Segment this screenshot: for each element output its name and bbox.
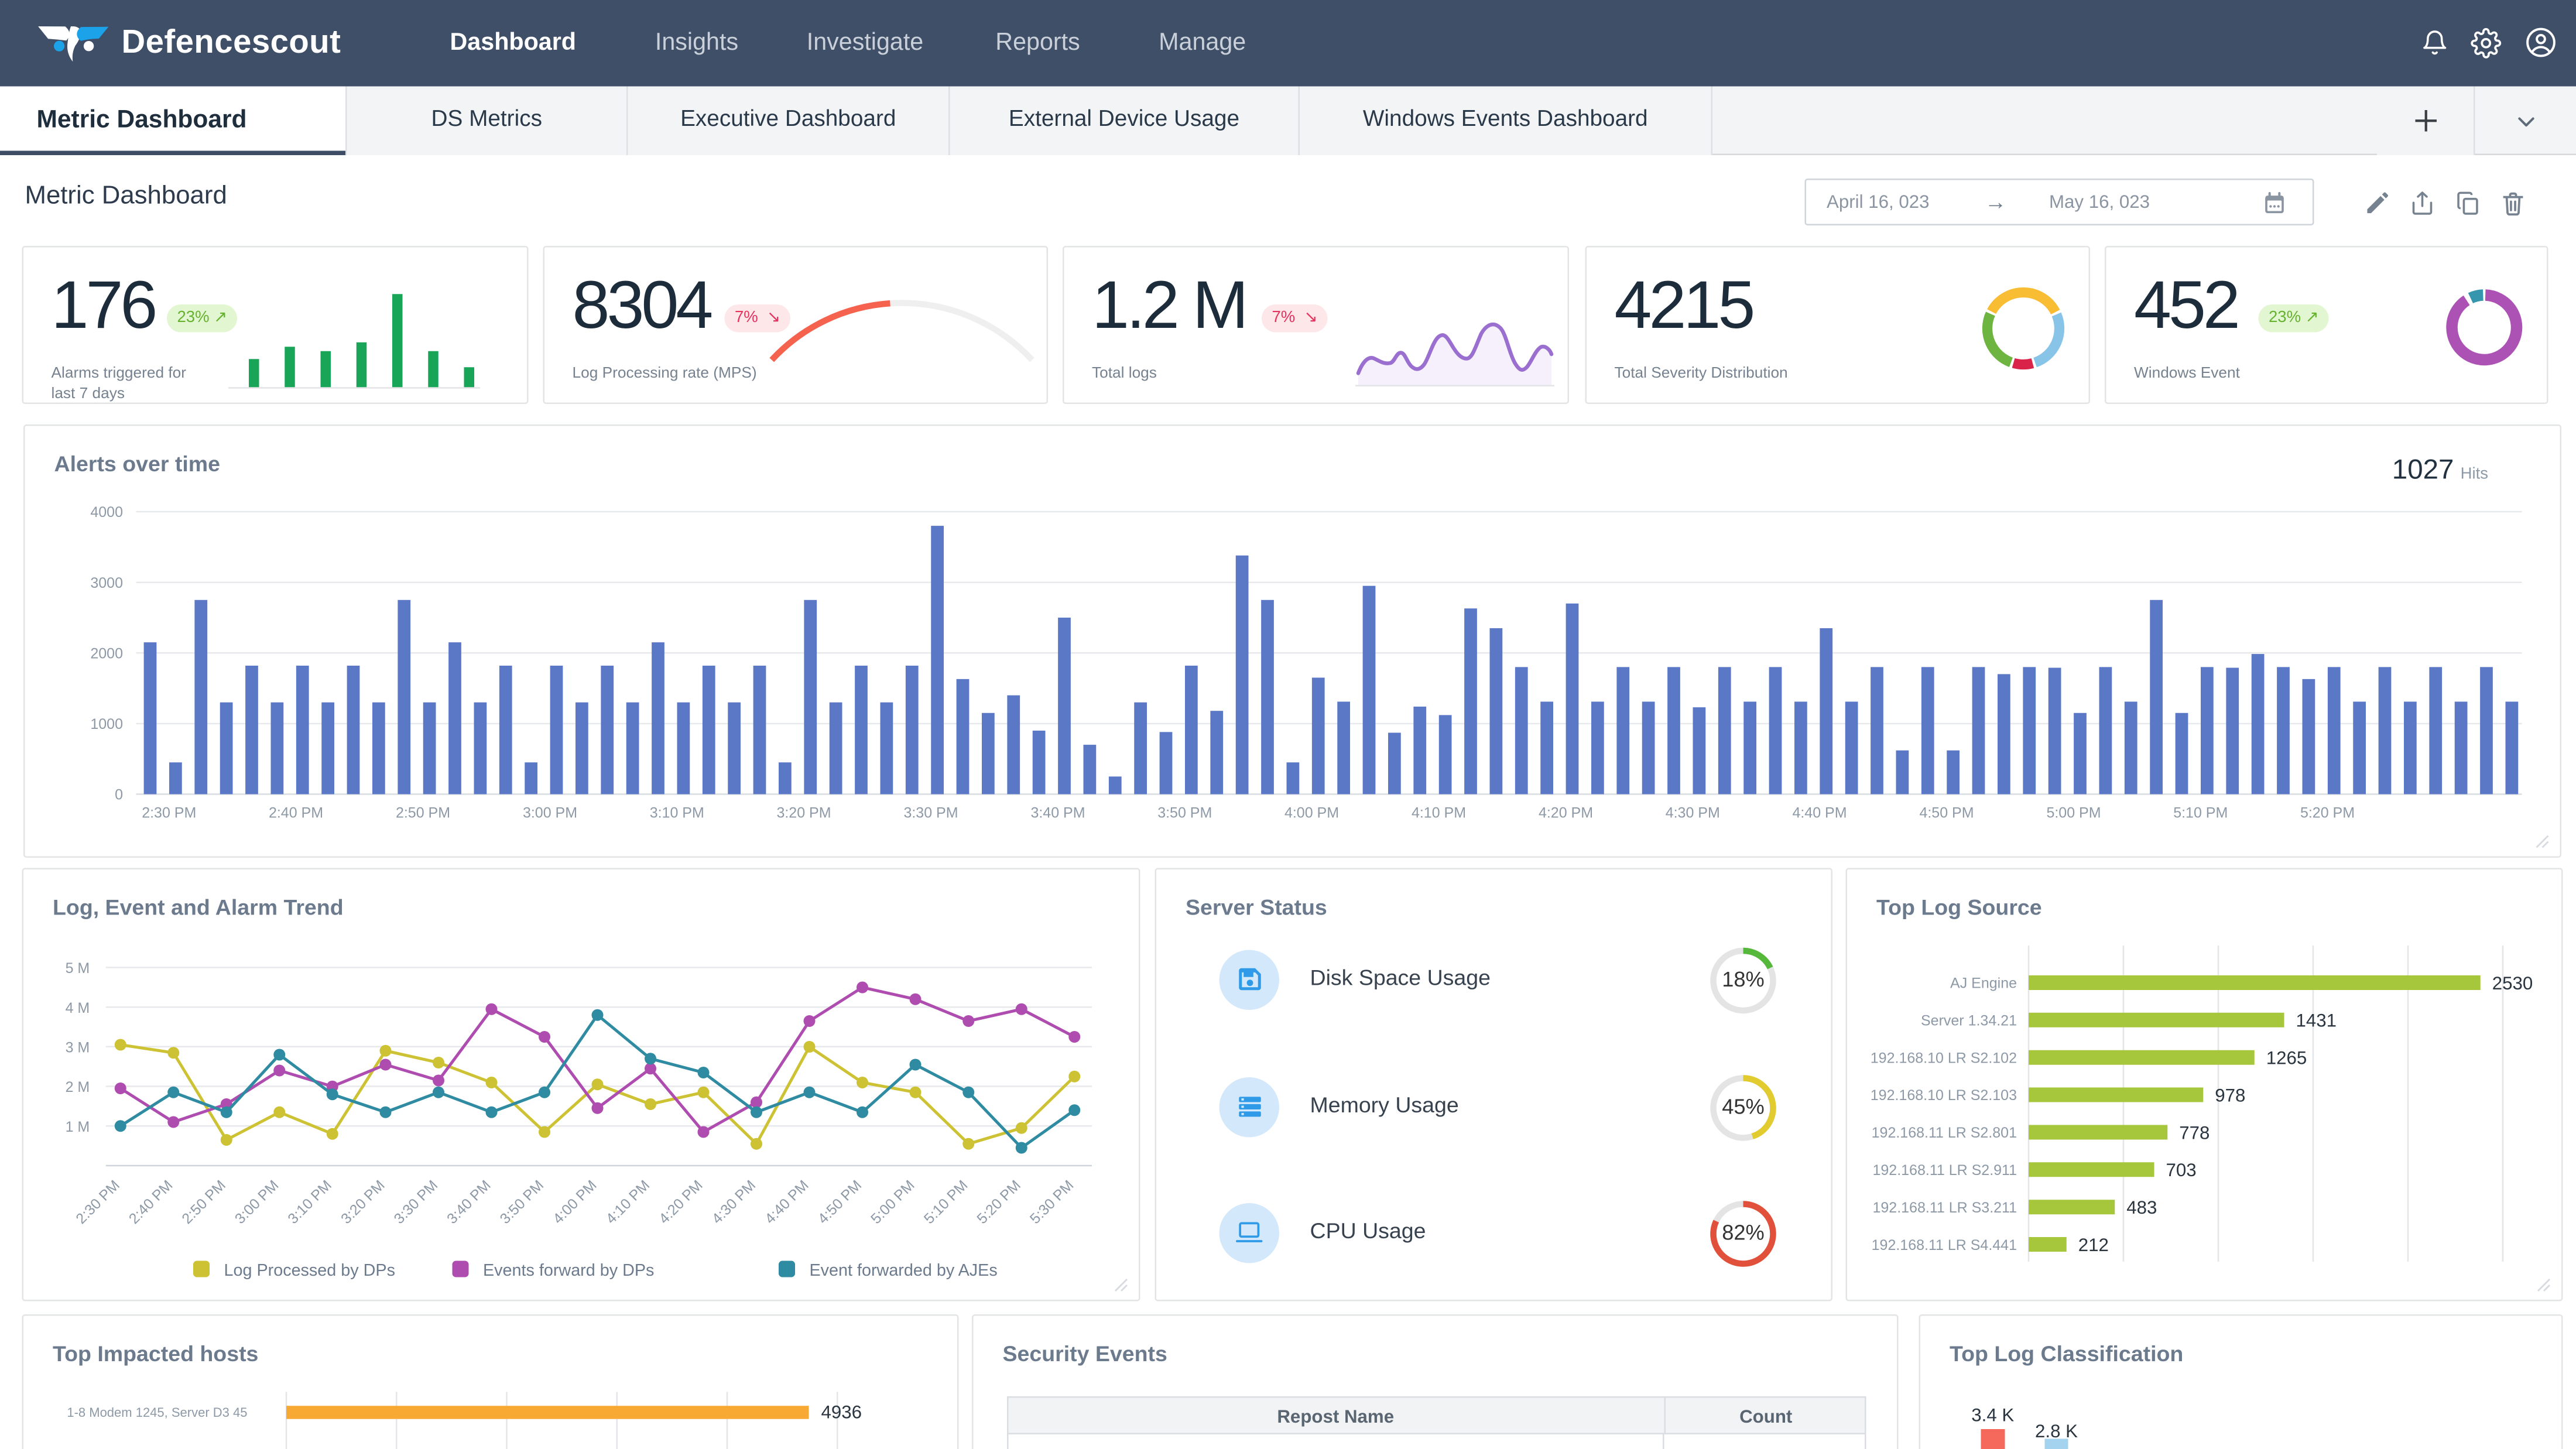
svg-text:3:20 PM: 3:20 PM bbox=[776, 805, 831, 821]
svg-text:703: 703 bbox=[2166, 1160, 2197, 1180]
svg-text:5:30 PM: 5:30 PM bbox=[1027, 1177, 1077, 1227]
svg-text:2 M: 2 M bbox=[66, 1079, 90, 1095]
svg-text:4:50 PM: 4:50 PM bbox=[1919, 805, 1974, 821]
svg-text:2:50 PM: 2:50 PM bbox=[179, 1177, 229, 1227]
svg-text:3:30 PM: 3:30 PM bbox=[903, 805, 958, 821]
svg-text:192.168.10 LR S2.103: 192.168.10 LR S2.103 bbox=[1871, 1087, 2017, 1104]
svg-text:212: 212 bbox=[2078, 1235, 2109, 1255]
svg-text:Event forwarded by AJEs: Event forwarded by AJEs bbox=[810, 1261, 998, 1280]
svg-text:0: 0 bbox=[115, 787, 123, 803]
svg-text:5 M: 5 M bbox=[66, 960, 90, 977]
svg-text:4:00 PM: 4:00 PM bbox=[1284, 805, 1339, 821]
svg-text:AJ Engine: AJ Engine bbox=[1950, 975, 2017, 992]
svg-text:192.168.11 LR S2.911: 192.168.11 LR S2.911 bbox=[1873, 1162, 2017, 1179]
svg-text:3:50 PM: 3:50 PM bbox=[1157, 805, 1212, 821]
svg-text:2:30 PM: 2:30 PM bbox=[142, 805, 196, 821]
svg-text:192.168.11 LR S2.801: 192.168.11 LR S2.801 bbox=[1872, 1125, 2017, 1141]
svg-text:4000: 4000 bbox=[90, 504, 123, 520]
svg-text:4 M: 4 M bbox=[66, 1000, 90, 1016]
svg-text:2:40 PM: 2:40 PM bbox=[269, 805, 323, 821]
svg-text:4:30 PM: 4:30 PM bbox=[709, 1177, 759, 1227]
svg-text:2:50 PM: 2:50 PM bbox=[396, 805, 450, 821]
svg-text:3:40 PM: 3:40 PM bbox=[1030, 805, 1085, 821]
svg-text:2.8 K: 2.8 K bbox=[2035, 1421, 2078, 1441]
svg-text:4936: 4936 bbox=[821, 1402, 862, 1423]
svg-text:1-8 Modem 1245, Server D3 45: 1-8 Modem 1245, Server D3 45 bbox=[67, 1405, 247, 1420]
svg-text:2:40 PM: 2:40 PM bbox=[126, 1177, 176, 1227]
svg-text:4:00 PM: 4:00 PM bbox=[550, 1177, 600, 1227]
svg-text:4:30 PM: 4:30 PM bbox=[1666, 805, 1720, 821]
svg-text:3:00 PM: 3:00 PM bbox=[232, 1177, 282, 1227]
svg-text:5:00 PM: 5:00 PM bbox=[868, 1177, 918, 1227]
svg-text:978: 978 bbox=[2215, 1085, 2245, 1105]
svg-text:3:10 PM: 3:10 PM bbox=[650, 805, 704, 821]
svg-text:192.168.11 LR S4.441: 192.168.11 LR S4.441 bbox=[1872, 1237, 2017, 1253]
svg-text:2000: 2000 bbox=[90, 645, 123, 662]
svg-text:3000: 3000 bbox=[90, 575, 123, 591]
svg-text:4:20 PM: 4:20 PM bbox=[656, 1177, 706, 1227]
svg-text:3:40 PM: 3:40 PM bbox=[444, 1177, 494, 1227]
svg-text:4:10 PM: 4:10 PM bbox=[603, 1177, 653, 1227]
svg-text:4:40 PM: 4:40 PM bbox=[762, 1177, 812, 1227]
svg-text:3:50 PM: 3:50 PM bbox=[497, 1177, 547, 1227]
svg-text:4:20 PM: 4:20 PM bbox=[1539, 805, 1593, 821]
svg-text:Events forward by DPs: Events forward by DPs bbox=[483, 1261, 654, 1280]
svg-text:4:50 PM: 4:50 PM bbox=[815, 1177, 865, 1227]
svg-text:Log Processed by DPs: Log Processed by DPs bbox=[224, 1261, 395, 1280]
svg-text:192.168.11 LR S3.211: 192.168.11 LR S3.211 bbox=[1873, 1200, 2017, 1216]
svg-text:1431: 1431 bbox=[2296, 1010, 2337, 1031]
svg-text:5:10 PM: 5:10 PM bbox=[2173, 805, 2228, 821]
svg-text:2530: 2530 bbox=[2492, 973, 2533, 994]
svg-text:3:20 PM: 3:20 PM bbox=[338, 1177, 388, 1227]
svg-text:192.168.10 LR S2.102: 192.168.10 LR S2.102 bbox=[1871, 1050, 2017, 1066]
svg-text:1 M: 1 M bbox=[66, 1119, 90, 1135]
svg-text:5:20 PM: 5:20 PM bbox=[2300, 805, 2355, 821]
svg-text:778: 778 bbox=[2179, 1122, 2210, 1143]
svg-text:2:30 PM: 2:30 PM bbox=[73, 1177, 123, 1227]
svg-text:3.4 K: 3.4 K bbox=[1971, 1405, 2014, 1426]
svg-text:4:10 PM: 4:10 PM bbox=[1412, 805, 1466, 821]
svg-text:483: 483 bbox=[2126, 1197, 2157, 1218]
svg-text:1265: 1265 bbox=[2266, 1048, 2307, 1068]
svg-text:3:10 PM: 3:10 PM bbox=[285, 1177, 335, 1227]
svg-text:3:30 PM: 3:30 PM bbox=[391, 1177, 441, 1227]
svg-text:4:40 PM: 4:40 PM bbox=[1792, 805, 1847, 821]
svg-text:5:00 PM: 5:00 PM bbox=[2046, 805, 2101, 821]
svg-text:1000: 1000 bbox=[90, 716, 123, 732]
svg-text:5:10 PM: 5:10 PM bbox=[921, 1177, 971, 1227]
svg-text:Server 1.34.21: Server 1.34.21 bbox=[1921, 1012, 2017, 1029]
svg-text:5:20 PM: 5:20 PM bbox=[974, 1177, 1024, 1227]
svg-text:3 M: 3 M bbox=[66, 1039, 90, 1056]
svg-text:3:00 PM: 3:00 PM bbox=[523, 805, 577, 821]
